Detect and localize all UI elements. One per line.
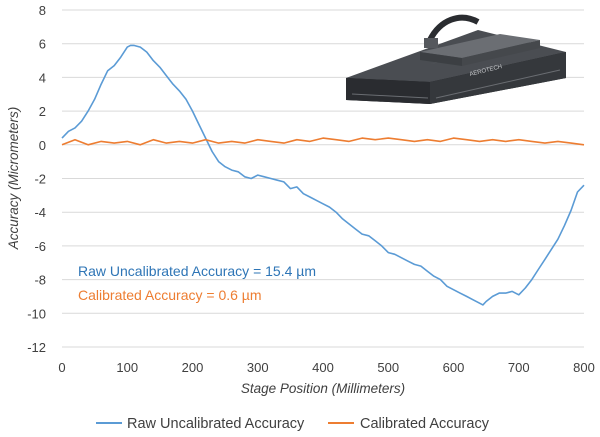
x-tick-label: 700: [508, 360, 530, 375]
x-tick-label: 800: [573, 360, 595, 375]
y-tick-label: -2: [34, 172, 46, 187]
y-tick-label: 4: [39, 70, 46, 85]
legend-label-raw: Raw Uncalibrated Accuracy: [127, 416, 305, 432]
y-tick-label: -6: [34, 239, 46, 254]
x-tick-label: 100: [116, 360, 138, 375]
annotation-calibrated: Calibrated Accuracy = 0.6 µm: [78, 287, 262, 303]
x-axis-title: Stage Position (Millimeters): [241, 381, 405, 396]
y-tick-label: 2: [39, 104, 46, 119]
x-tick-label: 600: [443, 360, 465, 375]
x-tick-label: 200: [182, 360, 204, 375]
series-line-0: [61, 44, 585, 306]
y-tick-label: -12: [27, 340, 46, 355]
y-tick-label: 0: [39, 138, 46, 153]
series-lines: [61, 44, 585, 306]
series-line-1: [61, 137, 585, 146]
y-tick-label: 6: [39, 37, 46, 52]
y-tick-label: -8: [34, 273, 46, 288]
y-tick-labels: -12 -10 -8 -6 -4 -2 0 2 4 6 8: [27, 3, 46, 355]
legend: Raw Uncalibrated Accuracy Calibrated Acc…: [96, 416, 490, 432]
y-tick-label: 8: [39, 3, 46, 18]
annotation-raw: Raw Uncalibrated Accuracy = 15.4 µm: [78, 263, 316, 279]
x-tick-labels: 0 100 200 300 400 500 600 700 800: [58, 360, 594, 375]
x-tick-label: 300: [247, 360, 269, 375]
x-tick-label: 400: [312, 360, 334, 375]
x-tick-label: 500: [377, 360, 399, 375]
linear-stage-image: AEROTECH: [346, 14, 566, 104]
y-tick-label: -4: [34, 205, 46, 220]
legend-label-calibrated: Calibrated Accuracy: [360, 416, 490, 432]
y-tick-label: -10: [27, 306, 46, 321]
x-tick-label: 0: [58, 360, 65, 375]
y-axis-title: Accuracy (Micrometers): [6, 107, 21, 251]
